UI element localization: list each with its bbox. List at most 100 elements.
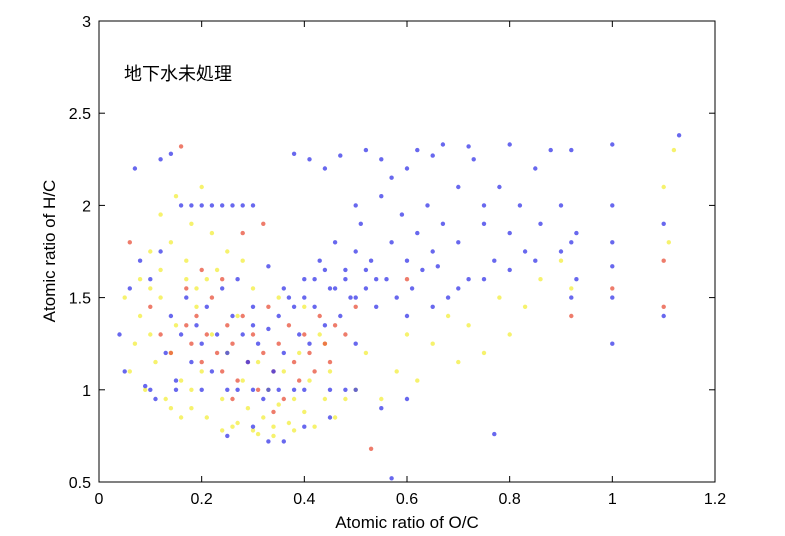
data-point <box>250 387 256 392</box>
data-point <box>353 304 358 309</box>
data-point <box>415 230 420 236</box>
data-point <box>332 415 338 420</box>
data-point <box>481 277 487 282</box>
data-point <box>610 295 615 300</box>
data-point <box>569 286 574 291</box>
data-point <box>137 277 143 282</box>
data-point <box>163 396 168 402</box>
data-point <box>522 304 528 309</box>
data-point <box>610 240 615 245</box>
data-point <box>507 332 512 337</box>
data-point <box>338 313 343 319</box>
points-layer <box>117 133 682 481</box>
data-point <box>363 147 369 153</box>
data-point <box>143 387 148 392</box>
data-point <box>194 286 199 291</box>
data-point <box>194 323 199 328</box>
data-point <box>322 267 328 273</box>
data-point <box>676 133 682 138</box>
data-point <box>153 359 158 365</box>
data-point <box>322 396 328 402</box>
data-point <box>456 359 461 365</box>
data-point <box>220 396 225 402</box>
data-point <box>235 277 240 282</box>
data-point <box>466 323 471 328</box>
data-point <box>389 240 394 245</box>
data-point <box>297 378 302 383</box>
data-point <box>389 175 394 180</box>
data-point <box>338 153 343 158</box>
data-point <box>307 341 312 346</box>
data-point <box>430 304 435 309</box>
data-point <box>158 249 163 254</box>
data-point <box>184 277 189 282</box>
data-point <box>322 166 328 171</box>
data-point <box>250 424 256 429</box>
data-point <box>255 341 261 346</box>
data-point <box>168 350 174 356</box>
data-point <box>440 142 446 147</box>
data-point <box>291 304 297 309</box>
data-point <box>184 258 189 263</box>
x-tick-label: 0.2 <box>191 491 213 508</box>
data-point <box>204 277 209 282</box>
data-point <box>261 415 266 420</box>
data-point <box>209 230 215 236</box>
data-point <box>168 313 174 319</box>
x-tick-label: 1 <box>608 491 617 508</box>
data-point <box>230 341 235 346</box>
data-point <box>522 249 528 254</box>
data-point <box>148 332 153 337</box>
data-point <box>240 332 245 337</box>
data-point <box>194 313 199 319</box>
data-point <box>240 203 245 208</box>
data-point <box>399 212 405 217</box>
data-point <box>220 286 225 291</box>
data-point <box>507 230 512 236</box>
data-point <box>230 203 235 208</box>
data-point <box>507 142 512 147</box>
data-point <box>199 203 204 208</box>
data-point <box>363 286 369 291</box>
data-point <box>661 258 666 263</box>
data-point <box>245 359 251 365</box>
data-point <box>225 350 230 356</box>
data-point <box>353 295 358 300</box>
data-point <box>281 369 286 374</box>
data-point <box>548 147 553 153</box>
x-tick-label: 0.4 <box>293 491 315 508</box>
data-point <box>558 249 564 254</box>
data-point <box>661 184 666 190</box>
data-point <box>286 323 292 328</box>
data-point <box>404 258 410 263</box>
data-point <box>497 184 502 190</box>
data-point <box>250 304 256 309</box>
data-point <box>332 286 338 291</box>
data-point <box>363 267 369 273</box>
data-point <box>574 230 579 236</box>
chart-annotation: 地下水未処理 <box>124 64 232 85</box>
data-point <box>266 264 271 269</box>
data-point <box>409 286 415 291</box>
data-point <box>286 295 292 300</box>
data-point <box>199 341 204 346</box>
data-point <box>404 313 410 319</box>
y-tick-label: 1.5 <box>69 291 91 308</box>
data-point <box>214 332 220 337</box>
data-point <box>225 249 230 254</box>
data-point <box>291 387 297 392</box>
data-point <box>204 332 209 337</box>
data-point <box>374 277 379 282</box>
data-point <box>302 409 307 415</box>
data-point <box>209 369 215 374</box>
series-blue <box>117 133 682 481</box>
data-point <box>610 286 615 291</box>
data-point <box>240 230 245 236</box>
data-point <box>558 203 564 208</box>
data-point <box>214 267 220 273</box>
data-point <box>235 378 240 383</box>
data-point <box>671 147 677 153</box>
data-point <box>209 203 215 208</box>
data-point <box>281 439 286 444</box>
data-point <box>291 151 297 156</box>
